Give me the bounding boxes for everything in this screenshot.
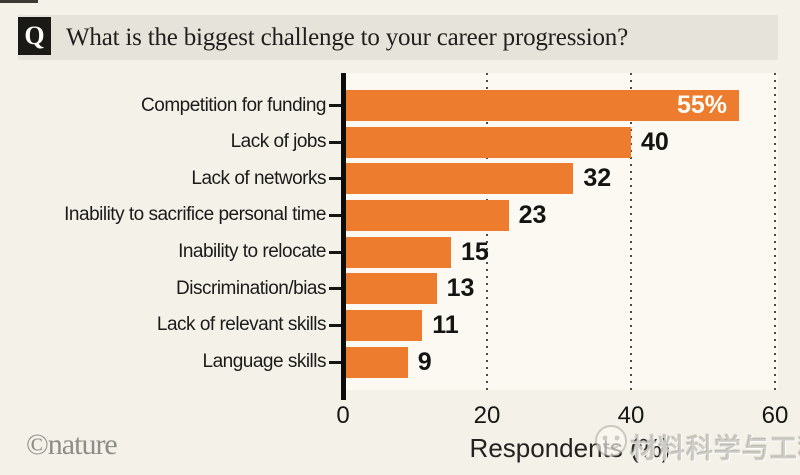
- x-axis-title: Respondents (%): [469, 433, 671, 463]
- watermark-text: 材料科学与工程: [630, 434, 800, 464]
- y-axis-tick: [329, 323, 342, 327]
- y-axis-tick: [329, 177, 342, 181]
- bar: [343, 236, 451, 268]
- x-tick-label-20: 20: [473, 402, 501, 429]
- category-label: Competition for funding: [141, 94, 326, 116]
- category-label: Discrimination/bias: [176, 277, 326, 299]
- value-label: 40: [641, 127, 669, 156]
- bar: [343, 90, 739, 121]
- chart-title: What is the biggest challenge to your ca…: [66, 23, 629, 51]
- watermark-logo-icon: [595, 425, 627, 457]
- value-label: 13: [446, 274, 475, 303]
- question-badge: Q: [18, 17, 51, 55]
- x-tick-label-40: 40: [617, 402, 645, 429]
- value-label: 55%: [676, 91, 727, 119]
- category-label: Inability to sacrifice personal time: [64, 204, 326, 226]
- category-label: Inability to relocate: [178, 241, 326, 263]
- value-label: 23: [518, 200, 547, 229]
- value-label: 32: [583, 164, 612, 193]
- x-tick-label-0: 0: [336, 402, 350, 429]
- y-axis-tick: [329, 140, 342, 144]
- y-axis-line: [341, 73, 346, 400]
- corner-mark: [0, 0, 38, 3]
- category-label: Lack of relevant skills: [156, 314, 327, 336]
- y-axis-tick: [329, 250, 342, 254]
- nature-credit: ©nature: [26, 428, 118, 461]
- y-axis-tick: [329, 104, 342, 107]
- bar: [343, 346, 408, 378]
- value-label: 9: [417, 347, 432, 376]
- gridline-60: [774, 73, 776, 390]
- bar: [343, 309, 423, 341]
- bar: [343, 199, 509, 231]
- gridline-20: [486, 73, 488, 390]
- category-label: Language skills: [202, 351, 327, 373]
- header-strip: [18, 15, 778, 60]
- value-label: 11: [432, 310, 459, 339]
- category-label: Lack of networks: [191, 167, 326, 189]
- value-label: 15: [461, 237, 489, 266]
- gridline-40: [630, 73, 632, 390]
- y-axis-tick: [329, 360, 342, 364]
- x-tick-label-60: 60: [761, 402, 789, 429]
- category-label: Lack of jobs: [230, 131, 327, 153]
- y-axis-tick: [329, 287, 342, 291]
- bar: [343, 163, 574, 195]
- bar: [343, 126, 631, 158]
- y-axis-tick: [329, 213, 342, 217]
- bar: [343, 273, 437, 305]
- watermark: 材料科学与工程: [594, 424, 800, 466]
